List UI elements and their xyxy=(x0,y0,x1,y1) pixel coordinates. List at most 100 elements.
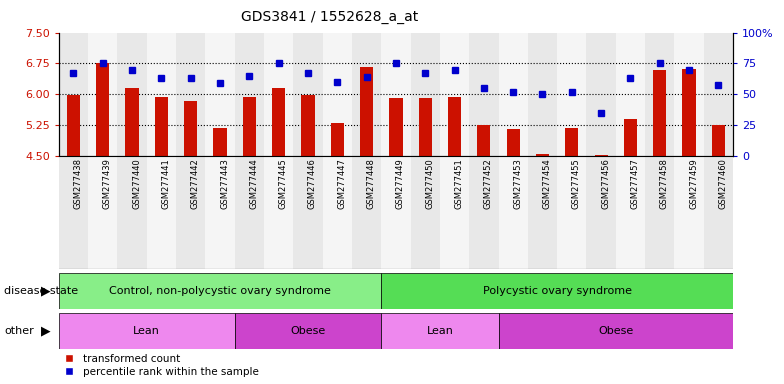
Bar xyxy=(499,156,528,269)
Text: GSM277449: GSM277449 xyxy=(396,158,405,209)
Bar xyxy=(176,33,205,156)
Bar xyxy=(624,119,637,156)
Bar xyxy=(419,98,432,156)
Bar xyxy=(536,154,549,156)
Text: GSM277447: GSM277447 xyxy=(337,158,347,209)
Bar xyxy=(234,156,264,269)
Text: ▶: ▶ xyxy=(42,325,51,338)
Bar xyxy=(645,33,674,156)
Text: Control, non-polycystic ovary syndrome: Control, non-polycystic ovary syndrome xyxy=(109,286,331,296)
Bar xyxy=(586,156,615,269)
Bar xyxy=(352,156,381,269)
Bar xyxy=(352,33,381,156)
Bar xyxy=(88,33,118,156)
Bar xyxy=(293,33,323,156)
Bar xyxy=(615,33,645,156)
Bar xyxy=(184,101,198,156)
Bar xyxy=(704,156,733,269)
Text: GDS3841 / 1552628_a_at: GDS3841 / 1552628_a_at xyxy=(241,10,418,23)
Text: Polycystic ovary syndrome: Polycystic ovary syndrome xyxy=(483,286,632,296)
Bar xyxy=(381,273,733,309)
Text: ▶: ▶ xyxy=(42,285,51,297)
Bar xyxy=(59,313,234,349)
Bar xyxy=(59,156,88,269)
Bar xyxy=(390,98,402,156)
Bar xyxy=(440,156,469,269)
Bar xyxy=(712,125,725,156)
Legend: transformed count, percentile rank within the sample: transformed count, percentile rank withi… xyxy=(64,354,259,377)
Bar xyxy=(323,156,352,269)
Text: GSM277444: GSM277444 xyxy=(249,158,259,209)
Bar xyxy=(506,129,520,156)
Bar xyxy=(594,155,608,156)
Bar xyxy=(243,97,256,156)
Bar xyxy=(88,156,118,269)
Bar xyxy=(682,69,695,156)
Bar xyxy=(147,33,176,156)
Text: GSM277460: GSM277460 xyxy=(718,158,728,209)
Bar xyxy=(59,33,88,156)
Text: GSM277450: GSM277450 xyxy=(425,158,434,209)
Bar xyxy=(381,33,411,156)
Bar xyxy=(557,156,586,269)
Bar xyxy=(323,33,352,156)
Bar xyxy=(154,97,168,156)
Bar xyxy=(331,123,344,156)
Bar xyxy=(67,95,80,156)
Text: Obese: Obese xyxy=(598,326,633,336)
Bar xyxy=(469,156,499,269)
Bar xyxy=(477,125,491,156)
Text: GSM277448: GSM277448 xyxy=(367,158,376,209)
Bar xyxy=(301,95,314,156)
Bar xyxy=(264,156,293,269)
Bar xyxy=(499,313,733,349)
Bar xyxy=(234,313,381,349)
Bar xyxy=(528,156,557,269)
Text: GSM277445: GSM277445 xyxy=(278,158,288,209)
Bar xyxy=(264,33,293,156)
Text: GSM277439: GSM277439 xyxy=(103,158,112,209)
Bar xyxy=(205,33,234,156)
Bar xyxy=(59,273,381,309)
Text: GSM277441: GSM277441 xyxy=(162,158,170,209)
Bar xyxy=(360,68,373,156)
Text: Lean: Lean xyxy=(133,326,160,336)
Text: GSM277443: GSM277443 xyxy=(220,158,229,209)
Text: other: other xyxy=(4,326,34,336)
Bar xyxy=(704,33,733,156)
Bar xyxy=(411,156,440,269)
Bar xyxy=(125,88,139,156)
Text: Lean: Lean xyxy=(426,326,453,336)
Text: disease state: disease state xyxy=(4,286,78,296)
Bar xyxy=(653,70,666,156)
Bar xyxy=(565,129,579,156)
Bar xyxy=(645,156,674,269)
Bar xyxy=(118,33,147,156)
Text: GSM277455: GSM277455 xyxy=(572,158,581,209)
Text: GSM277446: GSM277446 xyxy=(308,158,317,209)
Text: GSM277440: GSM277440 xyxy=(132,158,141,209)
Bar xyxy=(293,156,323,269)
Bar xyxy=(272,88,285,156)
Bar xyxy=(615,156,645,269)
Bar xyxy=(469,33,499,156)
Bar xyxy=(147,156,176,269)
Bar xyxy=(234,33,264,156)
Text: GSM277456: GSM277456 xyxy=(601,158,610,209)
Text: GSM277452: GSM277452 xyxy=(484,158,493,209)
Bar xyxy=(411,33,440,156)
Bar xyxy=(448,96,461,156)
Bar xyxy=(176,156,205,269)
Bar xyxy=(205,156,234,269)
Bar xyxy=(528,33,557,156)
Bar xyxy=(381,313,499,349)
Bar xyxy=(118,156,147,269)
Bar xyxy=(586,33,615,156)
Text: GSM277457: GSM277457 xyxy=(630,158,640,209)
Bar xyxy=(96,63,109,156)
Bar xyxy=(213,129,227,156)
Text: GSM277442: GSM277442 xyxy=(191,158,200,209)
Bar xyxy=(381,156,411,269)
Bar xyxy=(499,33,528,156)
Text: GSM277438: GSM277438 xyxy=(74,158,82,209)
